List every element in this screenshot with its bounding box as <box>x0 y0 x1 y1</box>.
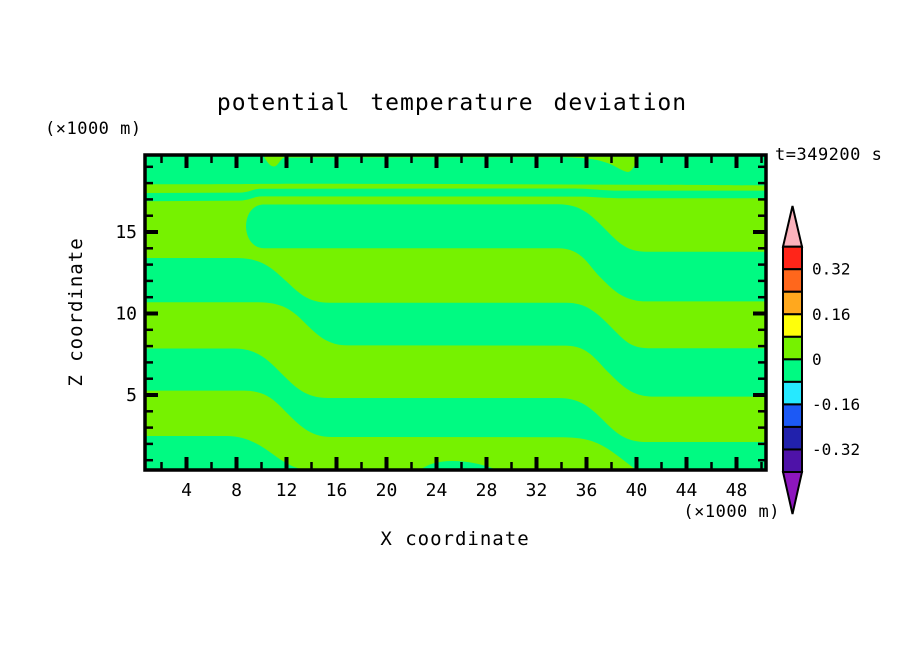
contour-region-band-chain-middle <box>145 258 766 397</box>
plot-frame <box>143 153 768 472</box>
colorbar: 0.32 0.16 0 -0.16 -0.32 <box>781 205 860 515</box>
x-tick-label: 4 <box>181 480 192 501</box>
contour-region-band-chain-lower <box>145 348 766 470</box>
colorbar-box <box>782 403 803 428</box>
contour-region-thin-stripe <box>145 188 766 202</box>
x-tick-label: 20 <box>376 480 398 501</box>
contour-region-band-chain-upper <box>246 204 766 302</box>
x-tick-label: 48 <box>726 480 748 501</box>
x-tick-label: 32 <box>526 480 548 501</box>
x-tick-label: 8 <box>231 480 242 501</box>
y-tick-label: 10 <box>115 304 137 325</box>
colorbar-box <box>782 313 803 338</box>
y-tick-label: 5 <box>126 385 137 406</box>
colorbar-box <box>782 448 803 474</box>
colorbar-tick-label: -0.16 <box>812 395 860 414</box>
time-label: t=349200 s <box>775 145 883 165</box>
colorbar-tick-label: 0.16 <box>812 305 851 324</box>
x-axis-unit-label: (×1000 m) <box>683 502 780 522</box>
colorbar-tick-label: -0.32 <box>812 440 860 459</box>
colorbar-box <box>782 245 803 271</box>
colorbar-top-arrow <box>781 205 804 248</box>
colorbar-bottom-arrow <box>781 471 804 515</box>
colorbar-tick-label: 0 <box>812 350 822 369</box>
contour-fill-bands <box>145 155 766 470</box>
colorbar-box <box>782 290 803 316</box>
chart-title: potential temperature deviation <box>216 90 688 116</box>
x-tick-label: 16 <box>326 480 348 501</box>
x-tick-label: 44 <box>676 480 698 501</box>
y-axis-unit-label: (×1000 m) <box>45 119 142 139</box>
colorbar-box <box>782 335 803 361</box>
x-axis-title: X coordinate <box>380 528 530 550</box>
x-tick-label: 28 <box>476 480 498 501</box>
colorbar-box <box>782 268 803 293</box>
colorbar-box <box>782 380 803 406</box>
colorbar-box <box>782 425 803 451</box>
y-tick-label: 15 <box>115 222 137 243</box>
x-tick-label: 36 <box>576 480 598 501</box>
x-tick-label: 40 <box>626 480 648 501</box>
y-axis-title: Z coordinate <box>65 237 87 387</box>
colorbar-tick-label: 0.32 <box>812 260 851 279</box>
x-tick-label: 24 <box>426 480 448 501</box>
colorbar-box <box>782 358 803 383</box>
x-tick-label: 12 <box>276 480 298 501</box>
